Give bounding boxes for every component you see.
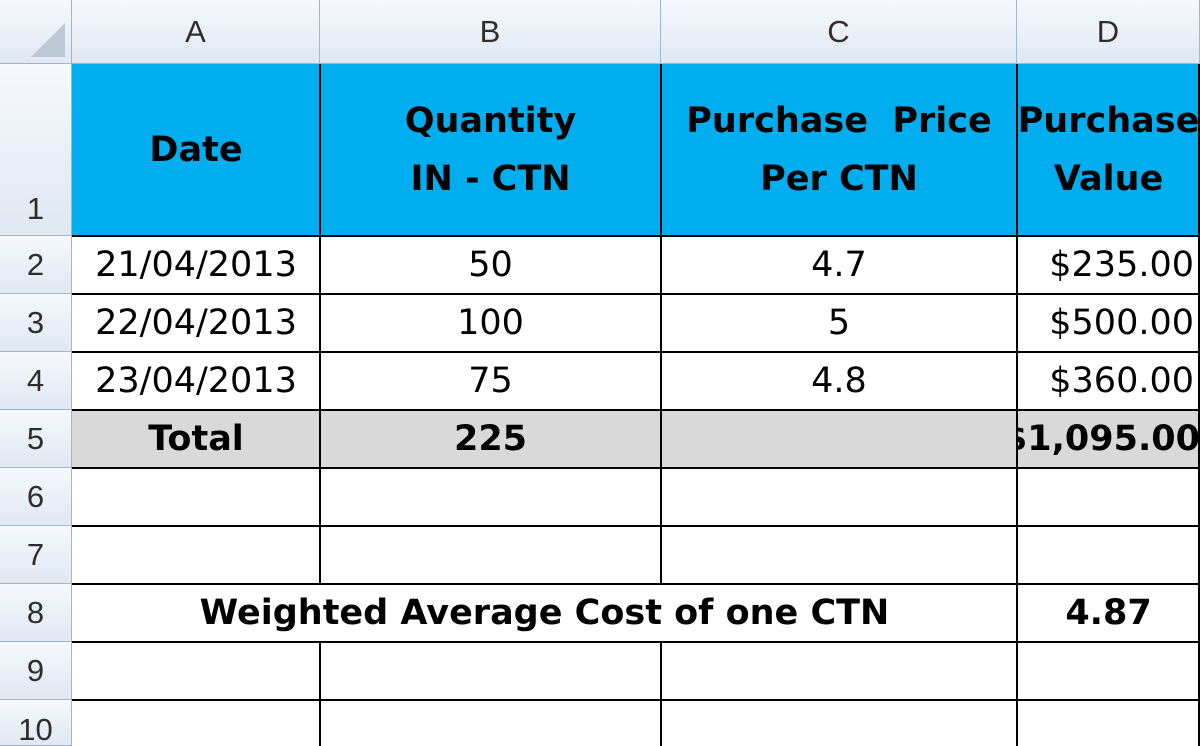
- quantity-header-line1: Quantity: [404, 101, 577, 141]
- cell-c4-price[interactable]: 4.8: [811, 361, 867, 401]
- cell-a3-date[interactable]: 22/04/2013: [95, 303, 297, 343]
- row-header-7[interactable]: 7: [0, 526, 72, 584]
- cell-a1-date-header[interactable]: Date: [72, 64, 320, 236]
- row-header-10[interactable]: 10: [0, 700, 72, 746]
- grid-line-h-7: [72, 583, 1200, 585]
- cell-b3-quantity[interactable]: 100: [457, 303, 524, 343]
- price-header-line2: Per CTN: [760, 159, 918, 199]
- cell-d5-total-value[interactable]: $1,095.00: [1017, 410, 1200, 468]
- cell-d1-value-header[interactable]: Purchase Value: [1017, 64, 1200, 236]
- cell-a2-date[interactable]: 21/04/2013: [95, 245, 297, 285]
- cell-b5-total-quantity[interactable]: 225: [320, 410, 661, 468]
- cell-a4-date[interactable]: 23/04/2013: [95, 361, 297, 401]
- cell-c2-price[interactable]: 4.7: [811, 245, 867, 285]
- grid-line-h-4: [72, 409, 1200, 411]
- row-header-6[interactable]: 6: [0, 468, 72, 526]
- row-header-8[interactable]: 8: [0, 584, 72, 642]
- column-header-c[interactable]: C: [661, 0, 1017, 64]
- row-header-9[interactable]: 9: [0, 642, 72, 700]
- grid-line-h-8: [72, 641, 1200, 643]
- grid-line-h-9: [72, 699, 1200, 701]
- row-header-5[interactable]: 5: [0, 410, 72, 468]
- cell-d2-value[interactable]: $235.00: [1049, 245, 1194, 285]
- select-all-triangle-icon: [31, 23, 65, 57]
- column-header-a[interactable]: A: [72, 0, 320, 64]
- grid-line-v-d: [1016, 64, 1018, 746]
- quantity-header-line2: IN - CTN: [410, 159, 571, 199]
- grid-line-h-5: [72, 467, 1200, 469]
- row-header-1[interactable]: 1: [0, 64, 72, 236]
- grid-line-v-right: [1198, 64, 1200, 746]
- grid-line-v-b-lower: [319, 642, 321, 746]
- row-header-3[interactable]: 3: [0, 294, 72, 352]
- grid-line-v-b: [319, 64, 321, 584]
- cell-b4-quantity[interactable]: 75: [468, 361, 513, 401]
- cell-a5-total-label[interactable]: Total: [72, 410, 320, 468]
- grid-line-v-c-lower: [660, 642, 662, 746]
- cell-b1-quantity-header[interactable]: Quantity IN - CTN: [320, 64, 661, 236]
- grid-line-h-1: [72, 235, 1200, 237]
- cell-d4-value[interactable]: $360.00: [1049, 361, 1194, 401]
- date-header-label: Date: [149, 130, 243, 170]
- grid-line-h-3: [72, 351, 1200, 353]
- cell-d8-weighted-average-value[interactable]: 4.87: [1065, 593, 1152, 633]
- row-header-2[interactable]: 2: [0, 236, 72, 294]
- cell-a8-weighted-average-label[interactable]: Weighted Average Cost of one CTN: [199, 593, 890, 633]
- column-header-b[interactable]: B: [320, 0, 661, 64]
- select-all-corner[interactable]: [0, 0, 72, 64]
- column-header-d[interactable]: D: [1017, 0, 1200, 64]
- value-header-line1: Purchase: [1017, 101, 1200, 141]
- price-header-line1: Purchase Price: [686, 101, 992, 141]
- cell-c5-total-empty[interactable]: [661, 410, 1017, 468]
- cell-b2-quantity[interactable]: 50: [468, 245, 513, 285]
- cell-c3-price[interactable]: 5: [827, 303, 851, 343]
- row-header-4[interactable]: 4: [0, 352, 72, 410]
- cell-c1-price-header[interactable]: Purchase Price Per CTN: [661, 64, 1017, 236]
- value-header-line2: Value: [1053, 159, 1164, 199]
- cell-d3-value[interactable]: $500.00: [1049, 303, 1194, 343]
- grid-line-h-6: [72, 525, 1200, 527]
- grid-line-h-2: [72, 293, 1200, 295]
- grid-line-v-c: [660, 64, 662, 584]
